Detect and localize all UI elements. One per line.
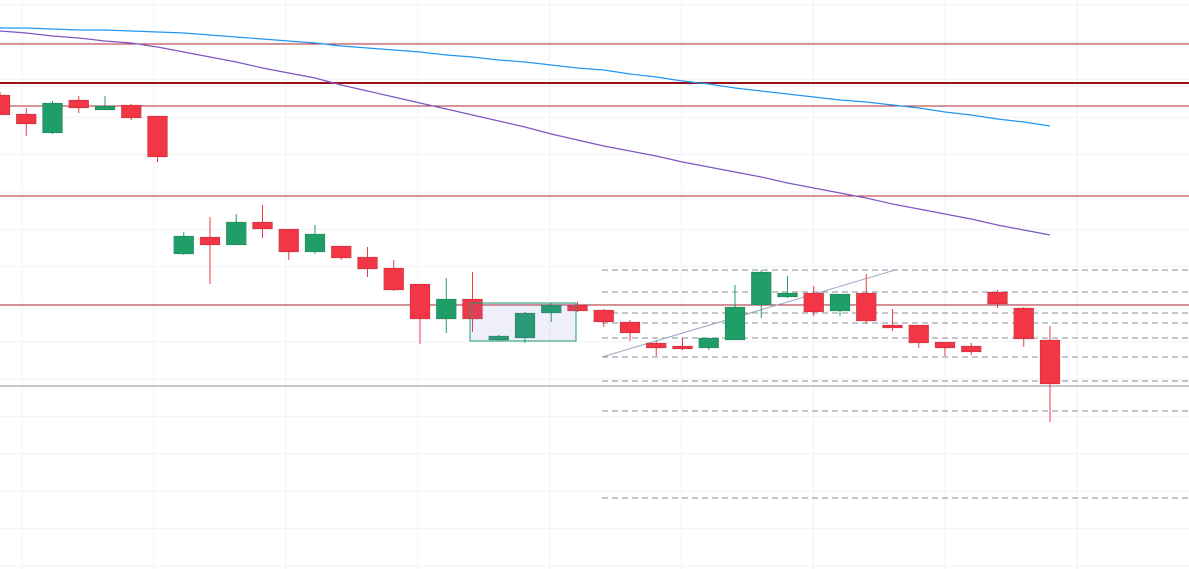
candle-body	[567, 304, 588, 312]
candle-body	[829, 293, 851, 312]
candle-body	[987, 291, 1008, 305]
candle-body	[619, 321, 641, 334]
candle-body	[646, 342, 667, 349]
candle-body	[173, 235, 194, 255]
candle-body	[252, 221, 273, 230]
candles	[0, 27, 1061, 422]
candle-body	[278, 228, 299, 253]
candle-body	[94, 105, 116, 111]
candle-body	[1039, 339, 1061, 385]
candle-body	[698, 337, 719, 349]
candle-body	[226, 221, 247, 246]
candle-body	[16, 113, 37, 125]
candle-body	[751, 271, 772, 306]
candle-body	[304, 233, 326, 253]
candle-body	[357, 256, 378, 270]
candle-body	[68, 99, 89, 109]
candle-body	[961, 345, 982, 353]
candle-body	[147, 115, 168, 158]
candle-body	[1013, 307, 1034, 340]
candle-body	[934, 341, 956, 349]
candle-body	[514, 312, 536, 339]
candle-body	[0, 94, 11, 116]
candle-body	[803, 292, 824, 313]
candle-body	[42, 102, 63, 134]
range-box	[469, 302, 577, 342]
trend-line	[601, 269, 896, 358]
candle-body	[856, 292, 877, 322]
moving-average	[0, 27, 1051, 127]
candle-body	[908, 324, 929, 344]
candle-body	[777, 292, 798, 298]
candle-body	[121, 104, 142, 119]
candle-body	[541, 304, 562, 314]
candle-body	[436, 298, 457, 320]
candle-body	[199, 236, 221, 246]
candle-body	[882, 324, 903, 329]
candle-body	[409, 283, 431, 320]
candle-body	[724, 306, 746, 341]
candle-body	[672, 345, 693, 350]
candle-body	[331, 245, 352, 259]
candle-body	[462, 298, 483, 320]
moving-average	[0, 30, 1051, 236]
candle-body	[593, 309, 614, 323]
candle-body	[488, 335, 509, 341]
candle-body	[383, 267, 404, 291]
drawings	[0, 43, 1189, 499]
